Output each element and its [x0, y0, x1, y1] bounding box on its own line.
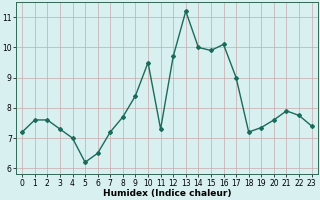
X-axis label: Humidex (Indice chaleur): Humidex (Indice chaleur) [103, 189, 231, 198]
